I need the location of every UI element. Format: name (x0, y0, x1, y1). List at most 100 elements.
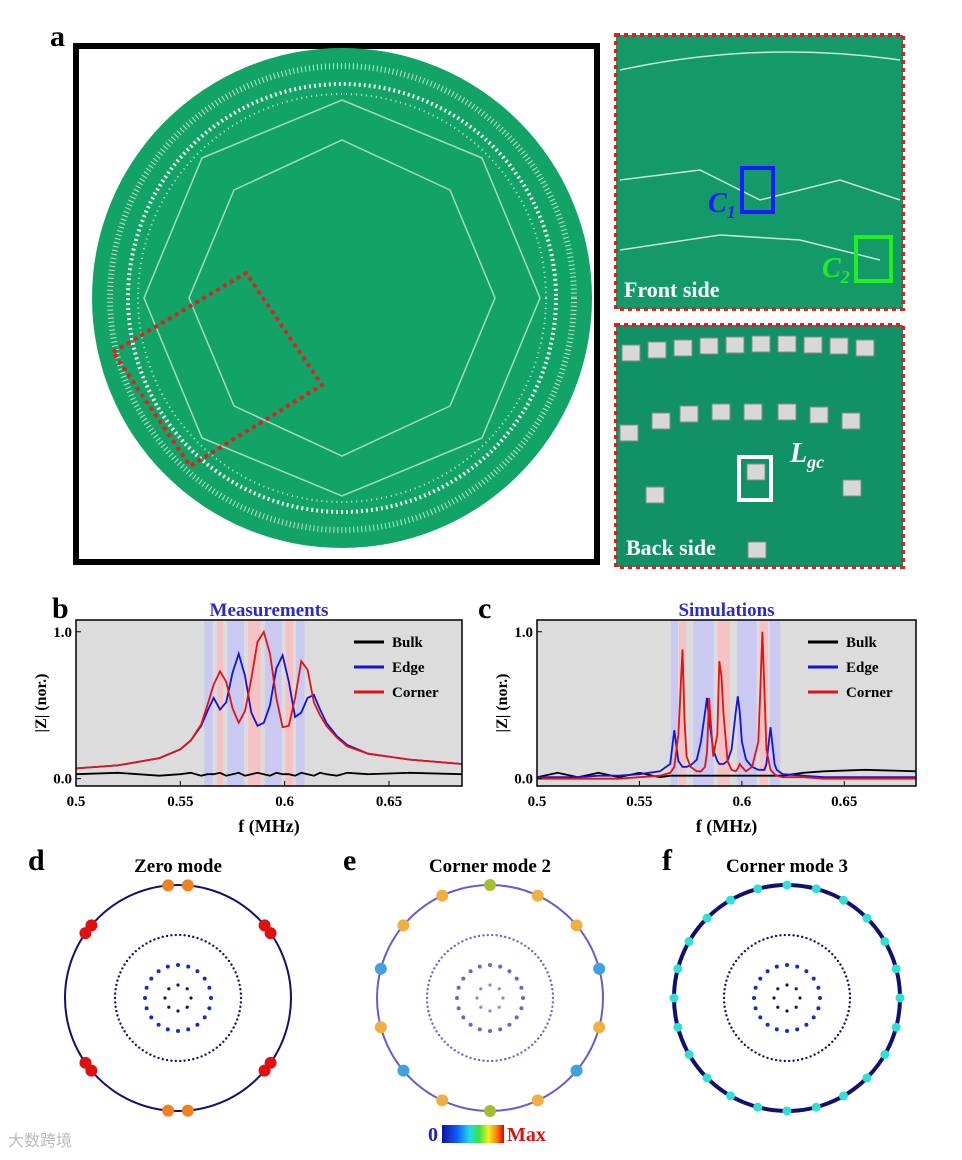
mid-dot (215, 947, 218, 950)
inner-dot (804, 1022, 809, 1027)
band (227, 620, 244, 786)
mid-dot (238, 983, 241, 987)
mid-dot (524, 944, 527, 947)
core-dot (497, 987, 501, 991)
mid-dot (114, 988, 117, 991)
mid-dot (774, 1058, 778, 1062)
mid-dot (149, 1053, 152, 1056)
mode-blob (264, 927, 277, 940)
mid-dot (550, 1009, 553, 1013)
inner-dot (758, 1015, 763, 1020)
mid-dot (516, 940, 519, 943)
mid-dot (157, 936, 160, 940)
x-axis-label: f (MHz) (696, 816, 757, 837)
chart-title: Simulations (678, 600, 774, 621)
inner-dot (149, 1015, 154, 1020)
core-dot (167, 1005, 171, 1009)
mid-dot (204, 940, 207, 943)
inner-dot (477, 1027, 482, 1032)
inner-dot (176, 1029, 180, 1033)
mid-dot (161, 1057, 164, 1061)
inner-dot (752, 996, 756, 1000)
mid-dot (128, 1037, 131, 1040)
core-dot (475, 996, 479, 1000)
mid-dot (145, 1051, 148, 1054)
mode-blob (570, 919, 583, 932)
inner-dot (209, 996, 213, 1000)
core-dot (501, 996, 505, 1000)
mid-dot (465, 1055, 468, 1058)
mid-dot (548, 975, 551, 978)
mode-blob (397, 919, 410, 932)
core-dot (167, 987, 171, 991)
mid-dot (750, 944, 753, 947)
mid-dot (726, 1018, 729, 1021)
mid-dot (732, 1030, 735, 1033)
band (264, 620, 282, 786)
inner-dot (144, 1006, 149, 1011)
mid-dot (750, 1049, 753, 1052)
mid-dot (239, 1005, 242, 1008)
mid-dot (726, 975, 729, 978)
mid-dot (230, 1030, 233, 1033)
inner-dot (455, 996, 459, 1000)
mode-blob (673, 964, 683, 974)
c2-label: C2 (822, 253, 850, 287)
mid-dot (520, 1051, 523, 1054)
mode-blob (374, 1021, 387, 1034)
mid-dot (848, 992, 852, 995)
mode-blob (531, 1094, 544, 1107)
band (759, 620, 768, 786)
mid-dot (440, 956, 443, 959)
mid-dot (542, 1030, 545, 1033)
mid-dot (134, 1043, 138, 1047)
mid-dot (766, 1056, 769, 1060)
mid-dot (549, 979, 552, 982)
mid-dot (805, 1056, 808, 1060)
mid-dot (836, 1033, 840, 1037)
mid-dot (174, 1059, 178, 1063)
mid-dot (728, 1022, 731, 1025)
mode-blob (782, 1106, 792, 1116)
x-tick-label: 0.65 (831, 794, 857, 810)
mid-dot (792, 1059, 795, 1062)
mid-dot (465, 938, 468, 941)
back-photo (614, 323, 905, 569)
mid-dot (732, 963, 735, 966)
mid-dot (551, 1001, 555, 1004)
mode-blob (162, 879, 175, 892)
inner-dot (816, 1006, 821, 1011)
colorbar-min: 0 (428, 1124, 438, 1146)
mid-dot (450, 1046, 453, 1049)
mid-dot (131, 1040, 134, 1043)
mode-blob (862, 913, 872, 923)
inner-dot (488, 963, 492, 967)
inner-dot (144, 985, 149, 990)
legend-label: Corner (846, 685, 893, 701)
inner-dot (765, 969, 770, 974)
mid-dot (495, 1059, 498, 1062)
band (678, 620, 687, 786)
front-photo (614, 33, 905, 311)
mid-dot (149, 940, 152, 943)
mid-dot (431, 971, 434, 974)
mode-blob (669, 993, 679, 1003)
inner-dot (143, 996, 147, 1000)
colorbar (442, 1125, 504, 1143)
mid-dot (227, 1033, 231, 1037)
mid-dot (722, 1001, 726, 1004)
mid-dot (239, 1001, 243, 1004)
mid-dot (821, 1049, 824, 1052)
mid-dot (486, 1059, 490, 1063)
mode-blob (397, 1064, 410, 1077)
inner-dot (785, 963, 789, 967)
mode-blob (891, 964, 901, 974)
mid-dot (796, 934, 800, 938)
inner-dot (811, 976, 816, 981)
inner-dot (507, 1022, 512, 1027)
board-photo (92, 48, 592, 548)
mid-dot (435, 963, 438, 966)
mid-dot (839, 1030, 842, 1033)
inner-dot (165, 964, 170, 969)
mid-dot (477, 1058, 481, 1062)
